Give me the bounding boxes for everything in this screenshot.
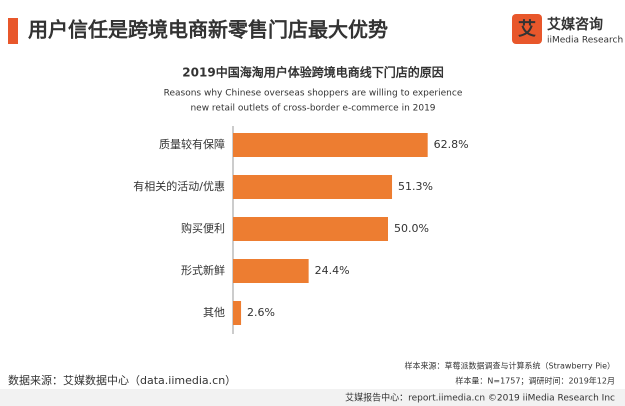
bar bbox=[233, 175, 393, 199]
logo-icon bbox=[512, 14, 542, 44]
chart-subtitle: new retail outlets of cross-border e-com… bbox=[190, 104, 435, 114]
bar bbox=[233, 133, 428, 157]
source: 数据来源：艾媒数据中心（data.iimedia.cn） bbox=[8, 373, 236, 387]
bar bbox=[233, 301, 242, 325]
note: 样本量：N=1757；调研时间：2019年12月 bbox=[455, 376, 615, 386]
bar bbox=[233, 259, 309, 283]
logo-en: iiMedia Research bbox=[547, 36, 623, 46]
value-label: 50.0% bbox=[394, 222, 429, 235]
chart-title: 2019中国海淘用户体验跨境电商线下门店的原因 bbox=[182, 65, 443, 80]
header-title: 用户信任是跨境电商新零售门店最大优势 bbox=[28, 18, 388, 42]
category-label: 形式新鲜 bbox=[181, 263, 225, 277]
value-label: 51.3% bbox=[398, 180, 433, 193]
note: 样本来源：草莓派数据调查与计算系统（Strawberry Pie） bbox=[405, 361, 615, 371]
category-label: 购买便利 bbox=[181, 221, 225, 235]
value-label: 62.8% bbox=[434, 138, 469, 151]
bar bbox=[233, 217, 388, 241]
chart-subtitle: Reasons why Chinese overseas shoppers ar… bbox=[164, 89, 463, 99]
value-label: 24.4% bbox=[315, 264, 350, 277]
footer-bar bbox=[0, 389, 625, 406]
footer: 艾媒报告中心：report.iimedia.cn ©2019 iiMedia R… bbox=[345, 392, 615, 404]
logo-glyph: 艾 bbox=[518, 18, 536, 40]
category-label: 其他 bbox=[203, 306, 225, 319]
category-label: 有相关的活动/优惠 bbox=[133, 179, 225, 193]
header-marker bbox=[8, 18, 18, 44]
logo-cn: 艾媒咨询 bbox=[547, 16, 603, 33]
value-label: 2.6% bbox=[247, 306, 275, 319]
category-label: 质量较有保障 bbox=[159, 137, 225, 151]
